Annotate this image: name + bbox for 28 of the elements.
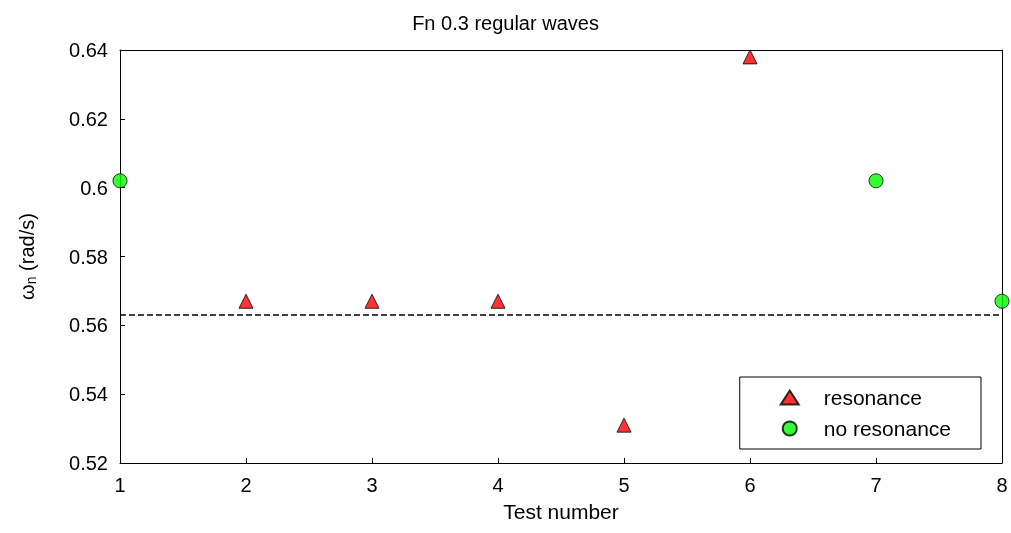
x-tick-label: 1 [114,474,126,496]
y-tick-label: 0.64 [69,39,108,61]
x-axis-title: Test number [503,500,619,523]
point [238,293,254,309]
y-tick-label: 0.62 [69,107,108,130]
legend-label: no resonance [823,417,951,440]
y-tick-label: 0.52 [69,452,108,474]
y-tick-label: 0.6 [80,176,108,199]
x-tick-label: 2 [240,474,252,496]
point [742,49,758,65]
point [364,293,380,309]
x-tick-label: 8 [996,474,1008,496]
chart-title: Fn 0.3 regular waves [412,12,599,34]
y-tick-label: 0.56 [69,314,108,337]
x-tick-label: 3 [366,474,378,496]
point [616,417,632,433]
x-tick-label: 7 [870,474,882,496]
point [112,173,128,189]
y-tick-label: 0.54 [69,383,108,406]
y-tick-label: 0.58 [69,245,108,268]
x-tick-label: 5 [618,474,630,496]
y-axis-title: ωn (rad/s) [16,213,39,300]
point [994,293,1010,309]
point [490,293,506,309]
x-tick-label: 4 [492,474,504,496]
point [868,173,884,189]
legend-label: resonance [823,386,922,409]
x-tick-label: 6 [744,474,756,496]
